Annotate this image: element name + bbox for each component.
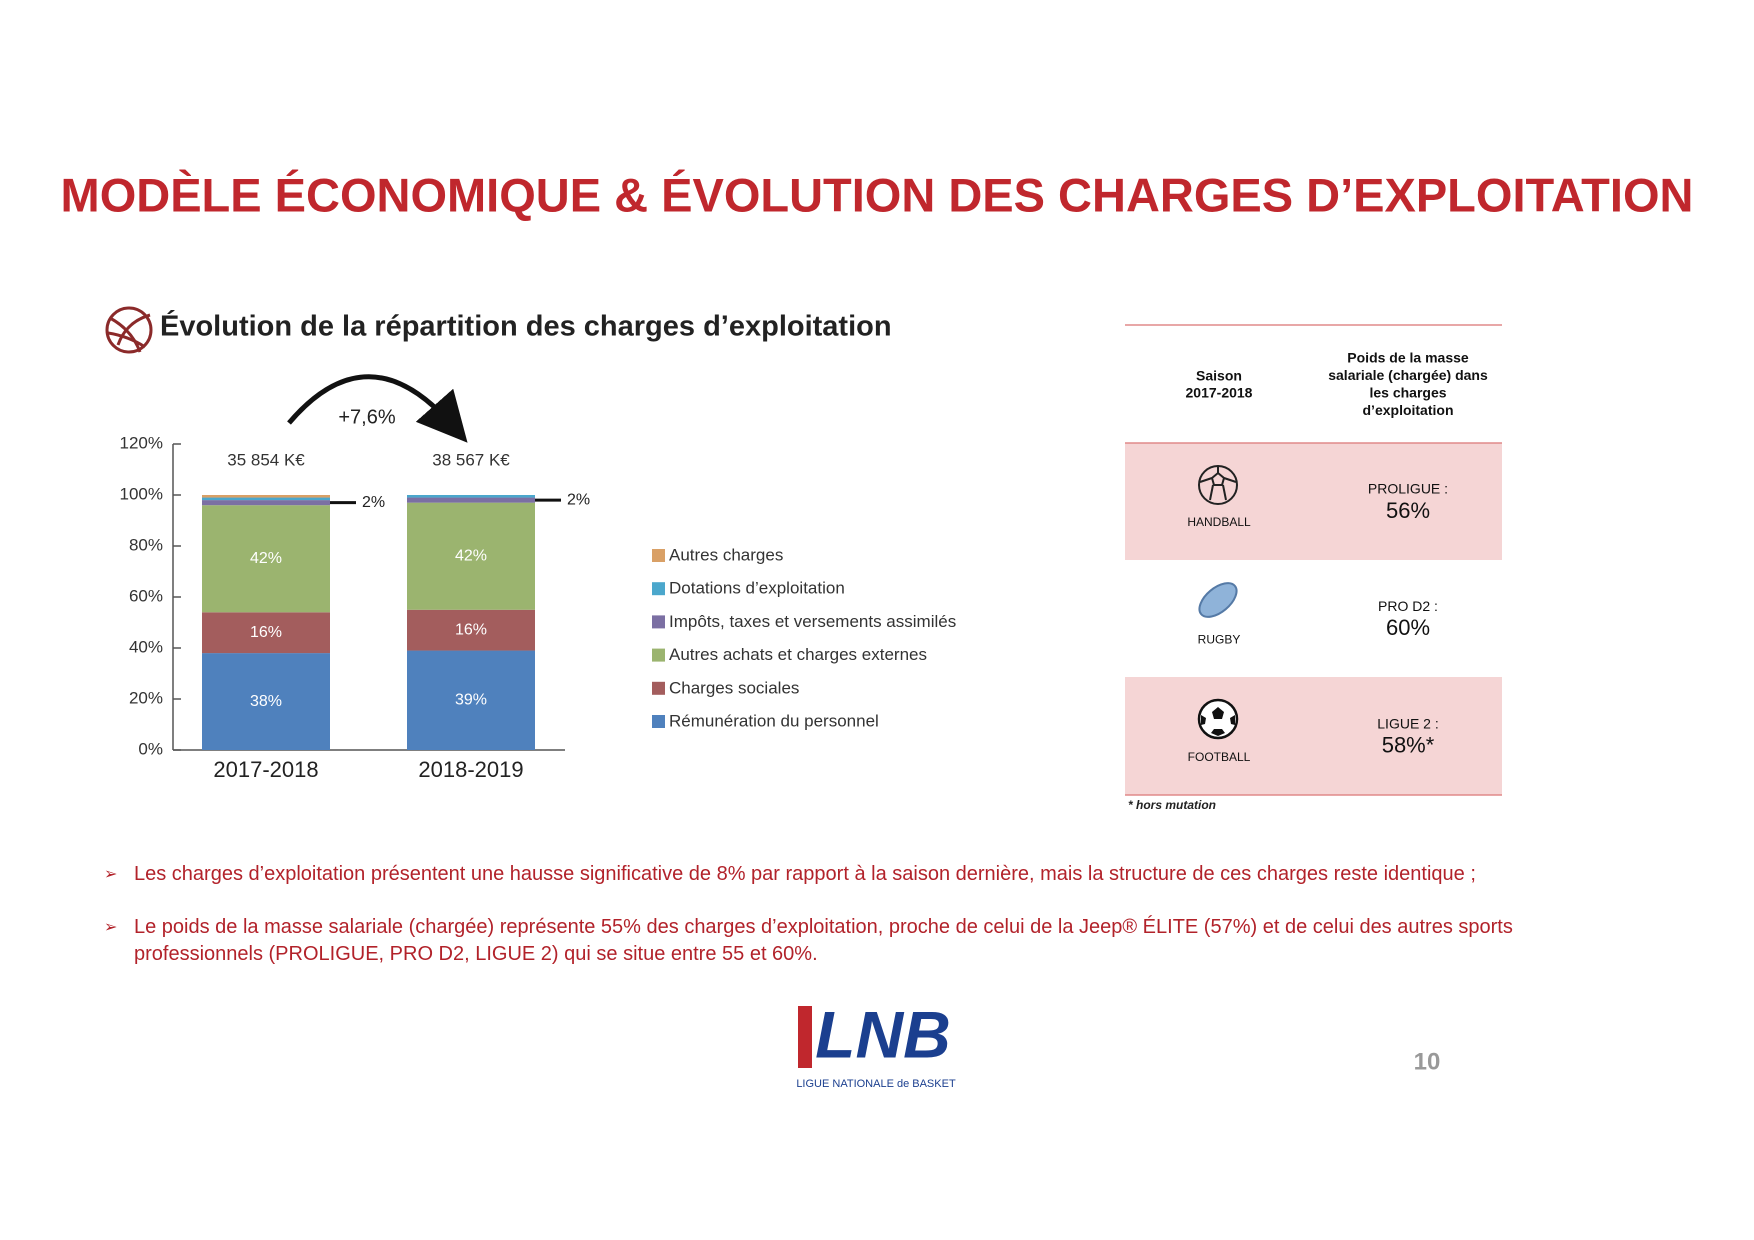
bar-segment (407, 502, 535, 610)
bullet: ➢ Les charges d’exploitation présentent u… (104, 861, 1594, 888)
slide-title: MODÈLE ÉCONOMIQUE & ÉVOLUTION DES CHARGE… (61, 168, 1694, 221)
logo-caption: LIGUE NATIONALE de BASKET (796, 1078, 956, 1090)
table-header: d’exploitation (1363, 402, 1454, 418)
y-tick-label: 120% (120, 433, 163, 452)
legend-swatch (652, 715, 665, 728)
table-header: 2017-2018 (1186, 385, 1253, 401)
total-label: 38 567 K€ (432, 450, 510, 469)
logo-mark (798, 1006, 812, 1068)
sport-label: RUGBY (1198, 632, 1241, 646)
legend-swatch (652, 648, 665, 662)
legend-label: Impôts, taxes et versements assimilés (669, 612, 956, 631)
table-header: Poids de la masse (1347, 350, 1469, 366)
legend-swatch (652, 582, 665, 596)
data-label: 16% (250, 624, 282, 641)
legend-label: Rémunération du personnel (669, 711, 879, 730)
bar-segment (202, 497, 330, 501)
bar-segment (202, 612, 330, 654)
y-tick-label: 0% (138, 739, 163, 758)
legend-swatch (652, 615, 665, 629)
logo: LNB (815, 997, 951, 1071)
table-header: les charges (1369, 385, 1446, 401)
bar-segment (202, 495, 330, 498)
data-label: 42% (250, 550, 282, 567)
sport-label: FOOTBALL (1188, 750, 1251, 764)
table-header: salariale (chargée) dans (1328, 367, 1488, 383)
y-tick-label: 60% (129, 586, 163, 605)
chart-title: Évolution de la répartition des charges … (160, 309, 892, 343)
legend-swatch (652, 549, 665, 562)
table-footnote: * hors mutation (1128, 798, 1216, 812)
bar-segment (202, 653, 330, 750)
bullet: ➢ Le poids de la masse salariale (chargée… (104, 914, 1594, 968)
table-header: Saison (1196, 368, 1242, 384)
total-label: 35 854 K€ (227, 450, 305, 469)
x-tick-label: 2018-2019 (418, 757, 523, 782)
table-row-bg (1125, 677, 1502, 795)
salary-share: 60% (1386, 615, 1430, 640)
league-label: PROLIGUE : (1368, 481, 1448, 497)
salary-share: 58%* (1382, 732, 1435, 757)
salary-share: 56% (1386, 498, 1430, 523)
x-tick-label: 2017-2018 (213, 757, 318, 782)
handball-icon (1198, 465, 1238, 505)
football-icon (1197, 698, 1239, 740)
legend-swatch (652, 681, 665, 695)
bar-segment (407, 609, 535, 651)
growth-label: +7,6% (338, 406, 395, 428)
y-tick-label: 40% (129, 637, 163, 656)
data-label: 42% (455, 547, 487, 564)
legend-label: Dotations d’exploitation (669, 579, 845, 598)
league-label: LIGUE 2 : (1377, 715, 1438, 731)
y-tick-label: 20% (129, 688, 163, 707)
bar-segment (407, 650, 535, 750)
bar-segment (407, 495, 535, 498)
league-label: PRO D2 : (1378, 598, 1438, 614)
legend-label: Charges sociales (669, 678, 799, 697)
y-tick-label: 100% (120, 484, 163, 503)
table-row-bg (1125, 443, 1502, 560)
y-tick-label: 80% (129, 535, 163, 554)
data-label: 16% (455, 621, 487, 638)
bullet-text: Les charges d’exploitation présentent un… (134, 863, 1476, 885)
bar-segment (202, 500, 330, 506)
data-label: 39% (455, 691, 487, 708)
rugby-icon (1198, 582, 1238, 618)
legend-label: Autres charges (669, 545, 783, 564)
basketball-icon (105, 306, 153, 354)
data-label: 38% (250, 693, 282, 710)
bullet-text: Le poids de la masse salariale (chargée)… (134, 916, 1513, 965)
data-label: 2% (362, 494, 385, 511)
page-number: 10 (1414, 1048, 1441, 1075)
growth-arrow (287, 374, 468, 443)
legend-label: Autres achats et charges externes (669, 645, 927, 664)
sport-label: HANDBALL (1187, 515, 1251, 529)
bar-segment (202, 505, 330, 613)
bar-segment (407, 497, 535, 503)
data-label: 2% (567, 491, 590, 508)
